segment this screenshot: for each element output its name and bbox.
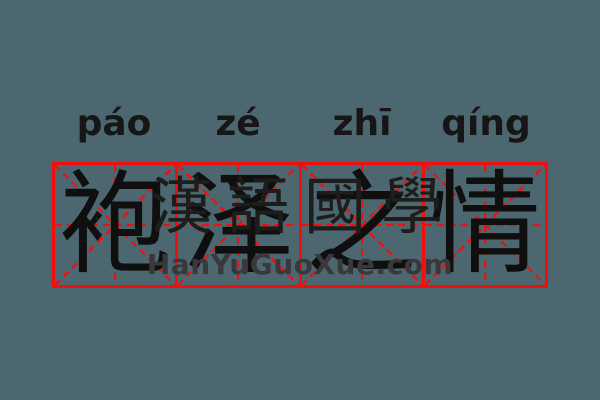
mizige-guide-lines [302, 165, 422, 285]
pinyin-syllable: páo [76, 102, 152, 144]
grid-cell: 袍 [55, 160, 179, 290]
pinyin-syllable: zhī [332, 102, 392, 144]
pinyin-syllable: zé [215, 102, 261, 144]
pinyin-row: páo zé zhī qíng [52, 98, 548, 148]
watermark-cjk-text: 漢語國學 [150, 170, 459, 243]
hanzi-char: 泽 [182, 160, 295, 290]
mizige-guide-lines [178, 165, 298, 285]
practice-grid: 袍 泽 之 [52, 162, 548, 288]
mizige-guide-lines [425, 165, 545, 285]
hanzi-char: 情 [428, 160, 541, 290]
hanzi-char: 之 [305, 160, 418, 290]
watermark-site-text: HanYuGuoXue.com [146, 248, 454, 281]
mizige-guide-lines [55, 165, 175, 285]
grid-cell: 情 [425, 165, 545, 285]
grid-cell: 泽 [178, 160, 302, 290]
pinyin-syllable: qíng [441, 102, 531, 144]
hanzi-char: 袍 [59, 160, 172, 290]
grid-cell: 之 [302, 165, 425, 285]
